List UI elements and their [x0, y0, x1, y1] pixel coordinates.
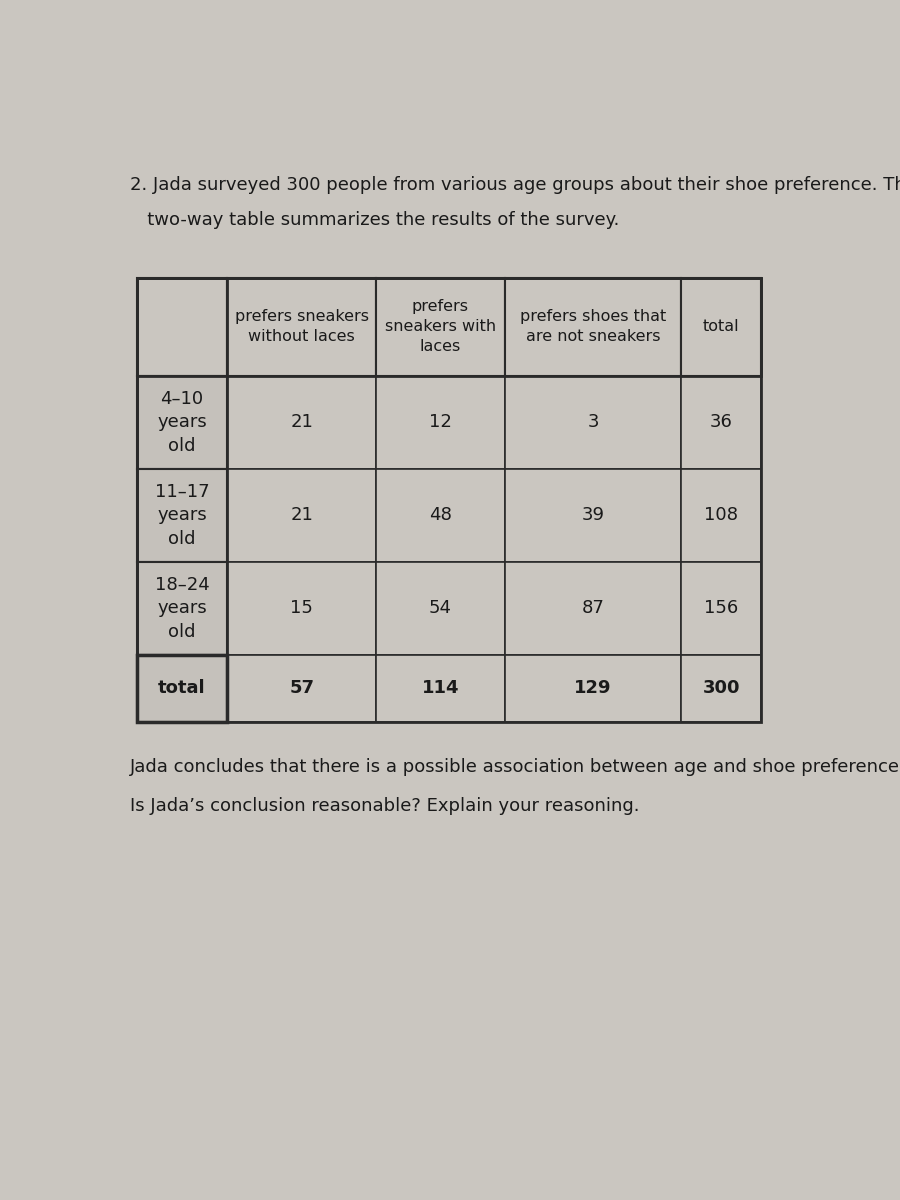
Bar [681, 278, 761, 376]
Text: 156: 156 [704, 600, 738, 618]
Bar [681, 655, 761, 721]
Bar [681, 562, 761, 655]
Bar [376, 562, 505, 655]
Text: prefers
sneakers with
laces: prefers sneakers with laces [385, 300, 496, 354]
Text: two-way table summarizes the results of the survey.: two-way table summarizes the results of … [130, 210, 619, 228]
Bar [681, 469, 761, 562]
Text: 21: 21 [290, 506, 313, 524]
Text: total: total [703, 319, 740, 335]
Text: 39: 39 [581, 506, 605, 524]
Text: prefers sneakers
without laces: prefers sneakers without laces [235, 310, 369, 344]
Bar [137, 278, 761, 376]
Text: 108: 108 [705, 506, 738, 524]
Bar [376, 655, 505, 721]
Text: 114: 114 [421, 679, 459, 697]
Bar [505, 376, 681, 469]
Bar [137, 562, 227, 655]
Bar [376, 278, 505, 376]
Bar [137, 655, 227, 721]
Bar [137, 278, 227, 721]
Text: 21: 21 [290, 413, 313, 431]
Bar [376, 376, 505, 469]
Bar [137, 278, 761, 721]
Bar [505, 469, 681, 562]
Bar [505, 655, 681, 721]
Bar [505, 278, 681, 376]
Text: 54: 54 [429, 600, 452, 618]
Text: 18–24
years
old: 18–24 years old [155, 576, 210, 641]
Text: total: total [158, 679, 206, 697]
Text: 300: 300 [703, 679, 740, 697]
Text: 57: 57 [289, 679, 314, 697]
Text: Jada concludes that there is a possible association between age and shoe prefere: Jada concludes that there is a possible … [130, 758, 900, 776]
Text: Is Jada’s conclusion reasonable? Explain your reasoning.: Is Jada’s conclusion reasonable? Explain… [130, 797, 639, 815]
Text: 2. Jada surveyed 300 people from various age groups about their shoe preference.: 2. Jada surveyed 300 people from various… [130, 176, 900, 194]
Bar [227, 655, 376, 721]
Bar [137, 469, 227, 562]
Text: prefers shoes that
are not sneakers: prefers shoes that are not sneakers [520, 310, 666, 344]
Text: 4–10
years
old: 4–10 years old [158, 390, 207, 455]
Bar [137, 655, 227, 721]
Bar [505, 562, 681, 655]
Text: 15: 15 [290, 600, 313, 618]
Bar [227, 562, 376, 655]
Text: 12: 12 [429, 413, 452, 431]
Text: 3: 3 [587, 413, 599, 431]
Bar [376, 469, 505, 562]
Bar [227, 278, 376, 376]
Text: 129: 129 [574, 679, 612, 697]
Text: 11–17
years
old: 11–17 years old [155, 482, 210, 548]
Text: 48: 48 [429, 506, 452, 524]
Text: 87: 87 [581, 600, 605, 618]
Bar [137, 278, 227, 376]
Text: 36: 36 [710, 413, 733, 431]
Bar [227, 469, 376, 562]
Bar [137, 376, 227, 469]
Bar [681, 376, 761, 469]
Bar [227, 376, 376, 469]
